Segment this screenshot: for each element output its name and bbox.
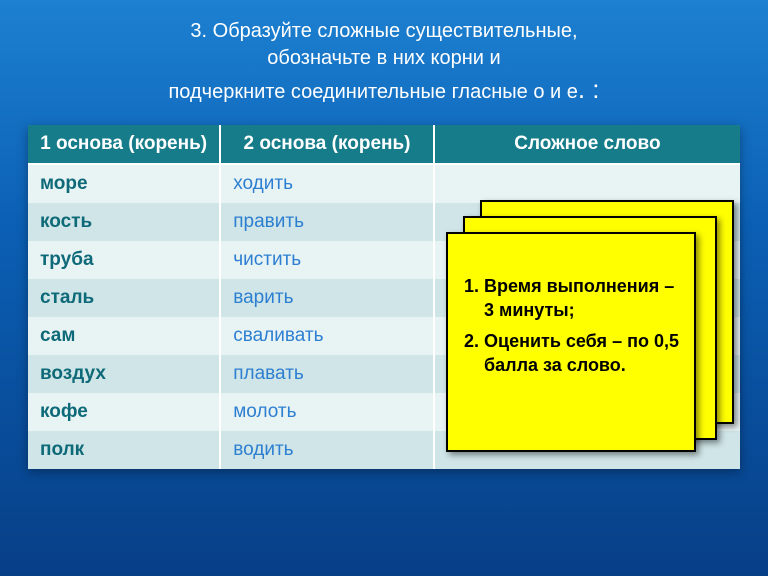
col-header-1: 1 основа (корень) <box>28 125 220 164</box>
cell-root2: ходить <box>220 164 434 203</box>
cell-root2: править <box>220 203 434 241</box>
cell-root1: кость <box>28 203 220 241</box>
table-header-row: 1 основа (корень) 2 основа (корень) Слож… <box>28 125 740 164</box>
col-header-2: 2 основа (корень) <box>220 125 434 164</box>
sticky-note-stack: Время выполнения – 3 минуты; Оценить себ… <box>446 200 736 500</box>
cell-compound <box>434 164 740 203</box>
cell-root1: сталь <box>28 279 220 317</box>
cell-root1: воздух <box>28 355 220 393</box>
title-line-1: 3. Образуйте сложные существительные, <box>190 20 577 42</box>
cell-root1: кофе <box>28 393 220 431</box>
cell-root2: варить <box>220 279 434 317</box>
cell-root1: полк <box>28 431 220 469</box>
title-line-3: подчеркните соединительные гласные о и е <box>168 81 577 103</box>
cell-root2: сваливать <box>220 317 434 355</box>
cell-root1: море <box>28 164 220 203</box>
col-header-3: Сложное слово <box>434 125 740 164</box>
slide: 3. Образуйте сложные существительные, об… <box>0 0 768 576</box>
note-item: Время выполнения – 3 минуты; <box>484 274 680 323</box>
task-title: 3. Образуйте сложные существительные, об… <box>28 18 740 107</box>
title-line-2: обозначьте в них корни и <box>267 47 500 69</box>
sticky-note-front: Время выполнения – 3 минуты; Оценить себ… <box>446 232 696 452</box>
cell-root2: плавать <box>220 355 434 393</box>
cell-root1: сам <box>28 317 220 355</box>
title-suffix: . : <box>578 74 600 104</box>
note-item: Оценить себя – по 0,5 балла за слово. <box>484 329 680 378</box>
note-list: Время выполнения – 3 минуты; Оценить себ… <box>462 274 680 377</box>
cell-root2: чистить <box>220 241 434 279</box>
table-row: мореходить <box>28 164 740 203</box>
cell-root2: молоть <box>220 393 434 431</box>
cell-root1: труба <box>28 241 220 279</box>
cell-root2: водить <box>220 431 434 469</box>
